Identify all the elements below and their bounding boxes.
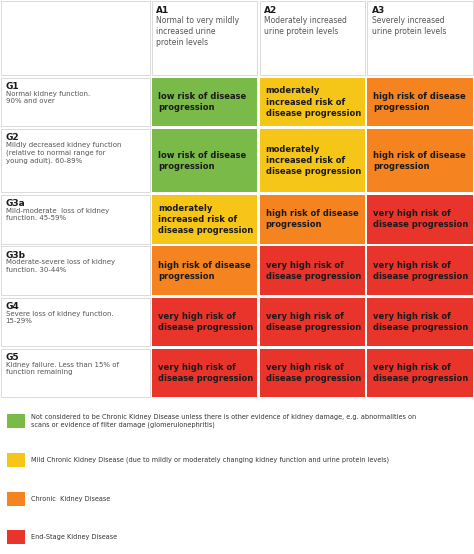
FancyBboxPatch shape xyxy=(260,297,365,346)
Text: Mildly decreased kidney function
(relative to normal range for
young adult). 60-: Mildly decreased kidney function (relati… xyxy=(6,142,121,163)
Text: very high risk of
disease progression: very high risk of disease progression xyxy=(265,312,361,332)
FancyBboxPatch shape xyxy=(1,195,149,244)
FancyBboxPatch shape xyxy=(1,247,149,295)
FancyBboxPatch shape xyxy=(260,195,365,244)
Text: very high risk of
disease progression: very high risk of disease progression xyxy=(374,363,469,383)
FancyBboxPatch shape xyxy=(1,1,149,75)
FancyBboxPatch shape xyxy=(7,491,25,505)
FancyBboxPatch shape xyxy=(1,129,149,192)
Text: low risk of disease
progression: low risk of disease progression xyxy=(158,92,246,112)
FancyBboxPatch shape xyxy=(260,129,365,192)
FancyBboxPatch shape xyxy=(7,530,25,544)
Text: G3a: G3a xyxy=(6,199,26,208)
Text: very high risk of
disease progression: very high risk of disease progression xyxy=(374,209,469,229)
Text: Moderately increased
urine protein levels: Moderately increased urine protein level… xyxy=(264,16,347,35)
Text: very high risk of
disease progression: very high risk of disease progression xyxy=(158,363,253,383)
Text: G1: G1 xyxy=(6,82,19,91)
FancyBboxPatch shape xyxy=(367,297,473,346)
Text: high risk of disease
progression: high risk of disease progression xyxy=(158,260,251,281)
Text: very high risk of
disease progression: very high risk of disease progression xyxy=(265,363,361,383)
FancyBboxPatch shape xyxy=(1,297,149,346)
FancyBboxPatch shape xyxy=(1,349,149,397)
Text: Severe loss of kidney function.
15-29%: Severe loss of kidney function. 15-29% xyxy=(6,311,113,324)
Text: G4: G4 xyxy=(6,302,19,311)
FancyBboxPatch shape xyxy=(367,195,473,244)
Text: G3b: G3b xyxy=(6,250,26,259)
FancyBboxPatch shape xyxy=(260,1,365,75)
Text: high risk of disease
progression: high risk of disease progression xyxy=(374,92,466,112)
FancyBboxPatch shape xyxy=(260,349,365,397)
FancyBboxPatch shape xyxy=(7,414,25,428)
FancyBboxPatch shape xyxy=(367,78,473,126)
Text: End-Stage Kidney Disease: End-Stage Kidney Disease xyxy=(31,535,117,540)
Text: low risk of disease
progression: low risk of disease progression xyxy=(158,151,246,171)
FancyBboxPatch shape xyxy=(367,247,473,295)
Text: high risk of disease
progression: high risk of disease progression xyxy=(265,209,358,229)
Text: Normal to very mildly
increased urine
protein levels: Normal to very mildly increased urine pr… xyxy=(156,16,239,47)
Text: Severely increased
urine protein levels: Severely increased urine protein levels xyxy=(372,16,447,35)
Text: Kidney failure. Less than 15% of
function remaining: Kidney failure. Less than 15% of functio… xyxy=(6,362,118,375)
Text: high risk of disease
progression: high risk of disease progression xyxy=(374,151,466,171)
Text: Chronic  Kidney Disease: Chronic Kidney Disease xyxy=(31,496,110,501)
FancyBboxPatch shape xyxy=(260,247,365,295)
FancyBboxPatch shape xyxy=(1,78,149,126)
Text: A1: A1 xyxy=(156,6,170,14)
Text: Not considered to be Chronic Kidney Disease unless there is other evidence of ki: Not considered to be Chronic Kidney Dise… xyxy=(31,414,416,428)
FancyBboxPatch shape xyxy=(152,1,257,75)
Text: A3: A3 xyxy=(372,6,385,14)
FancyBboxPatch shape xyxy=(152,297,257,346)
FancyBboxPatch shape xyxy=(367,129,473,192)
Text: Normal kidney function.
90% and over: Normal kidney function. 90% and over xyxy=(6,91,90,104)
FancyBboxPatch shape xyxy=(152,349,257,397)
FancyBboxPatch shape xyxy=(367,349,473,397)
Text: very high risk of
disease progression: very high risk of disease progression xyxy=(374,260,469,281)
FancyBboxPatch shape xyxy=(152,129,257,192)
Text: Moderate-severe loss of kidney
function. 30-44%: Moderate-severe loss of kidney function.… xyxy=(6,259,115,273)
FancyBboxPatch shape xyxy=(152,78,257,126)
FancyBboxPatch shape xyxy=(367,1,473,75)
Text: G2: G2 xyxy=(6,134,19,142)
FancyBboxPatch shape xyxy=(152,195,257,244)
Text: Mild Chronic Kidney Disease (due to mildly or moderately changing kidney functio: Mild Chronic Kidney Disease (due to mild… xyxy=(31,456,389,463)
FancyBboxPatch shape xyxy=(152,247,257,295)
Text: moderately
increased risk of
disease progression: moderately increased risk of disease pro… xyxy=(265,86,361,117)
Text: G5: G5 xyxy=(6,353,19,362)
Text: very high risk of
disease progression: very high risk of disease progression xyxy=(374,312,469,332)
Text: moderately
increased risk of
disease progression: moderately increased risk of disease pro… xyxy=(265,145,361,176)
Text: moderately
increased risk of
disease progression: moderately increased risk of disease pro… xyxy=(158,204,253,235)
Text: Mild-moderate  loss of kidney
function. 45-59%: Mild-moderate loss of kidney function. 4… xyxy=(6,208,109,222)
Text: very high risk of
disease progression: very high risk of disease progression xyxy=(265,260,361,281)
FancyBboxPatch shape xyxy=(7,453,25,466)
Text: very high risk of
disease progression: very high risk of disease progression xyxy=(158,312,253,332)
FancyBboxPatch shape xyxy=(260,78,365,126)
Text: A2: A2 xyxy=(264,6,277,14)
